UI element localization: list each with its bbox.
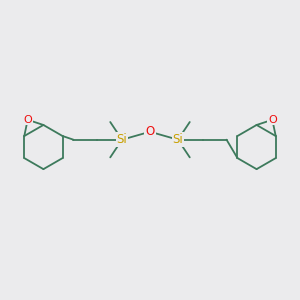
Text: O: O [146, 125, 154, 138]
Text: Si: Si [172, 133, 183, 146]
Text: O: O [23, 115, 32, 125]
Text: Si: Si [117, 133, 128, 146]
Text: O: O [268, 115, 277, 125]
